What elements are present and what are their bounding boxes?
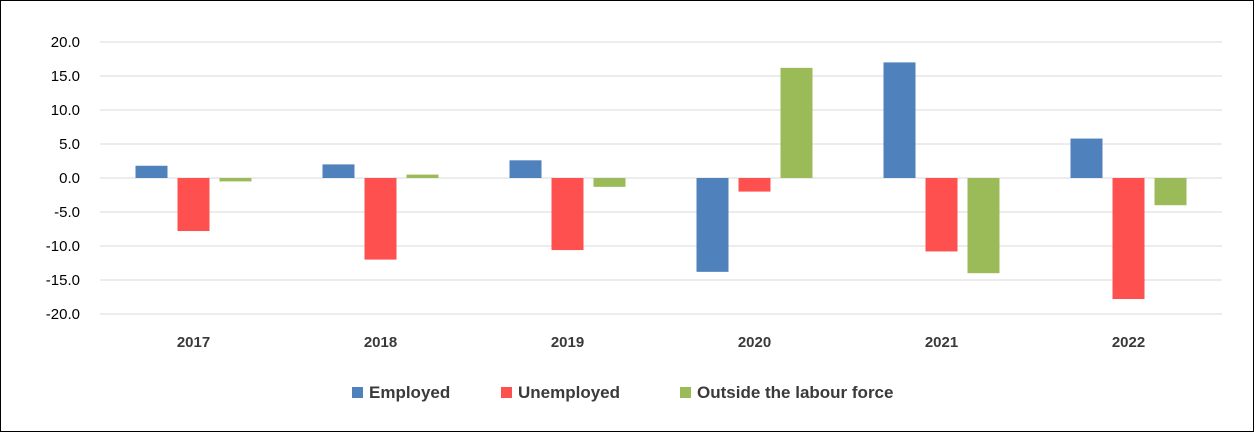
- bar-unemployed-2018: [364, 178, 397, 260]
- legend-label: Unemployed: [518, 383, 620, 402]
- bars: [135, 62, 1187, 300]
- gridlines: [100, 41, 1222, 315]
- y-tick-label: 0.0: [59, 170, 80, 187]
- y-tick-label: 15.0: [51, 68, 80, 85]
- bar-outside-the-labour-force-2019: [593, 178, 626, 187]
- x-axis-category-labels: 2017 2018 2019 2020 2021 2022: [177, 334, 1145, 351]
- x-category-label: 2022: [1112, 334, 1145, 351]
- bar-unemployed-2021: [925, 178, 958, 252]
- x-category-label: 2018: [364, 334, 397, 351]
- bar-outside-the-labour-force-2018: [406, 174, 439, 178]
- bar-employed-2018: [322, 164, 355, 178]
- legend-label: Outside the labour force: [697, 383, 893, 402]
- bar-employed-2019: [509, 160, 542, 178]
- y-tick-label: -10.0: [46, 238, 80, 255]
- x-category-label: 2019: [551, 334, 584, 351]
- bar-unemployed-2022: [1112, 178, 1145, 300]
- y-tick-label: -20.0: [46, 306, 80, 323]
- y-tick-label: 5.0: [59, 136, 80, 153]
- y-tick-label: 20.0: [51, 34, 80, 51]
- bar-unemployed-2020: [738, 178, 771, 192]
- bar-employed-2020: [696, 178, 729, 272]
- y-tick-label: -15.0: [46, 272, 80, 289]
- legend: Employed Unemployed Outside the labour for…: [352, 383, 893, 402]
- bar-outside-the-labour-force-2021: [967, 178, 1000, 274]
- y-axis-tick-labels: 20.0 15.0 10.0 5.0 0.0 -5.0 -10.0 -15.0 -20.0: [46, 34, 80, 323]
- x-category-label: 2021: [925, 334, 958, 351]
- bar-unemployed-2019: [551, 178, 584, 251]
- y-tick-label: 10.0: [51, 102, 80, 119]
- bar-outside-the-labour-force-2020: [780, 67, 813, 178]
- x-category-label: 2020: [738, 334, 771, 351]
- bar-employed-2022: [1070, 138, 1103, 178]
- legend-label: Employed: [369, 383, 450, 402]
- bar-unemployed-2017: [177, 178, 210, 232]
- bar-employed-2017: [135, 165, 168, 178]
- legend-swatch: [501, 387, 512, 398]
- y-tick-label: -5.0: [54, 204, 80, 221]
- legend-swatch: [680, 387, 691, 398]
- bar-outside-the-labour-force-2022: [1154, 178, 1187, 206]
- bar-employed-2021: [883, 62, 916, 178]
- x-category-label: 2017: [177, 334, 210, 351]
- legend-swatch: [352, 387, 363, 398]
- bar-outside-the-labour-force-2017: [219, 178, 252, 182]
